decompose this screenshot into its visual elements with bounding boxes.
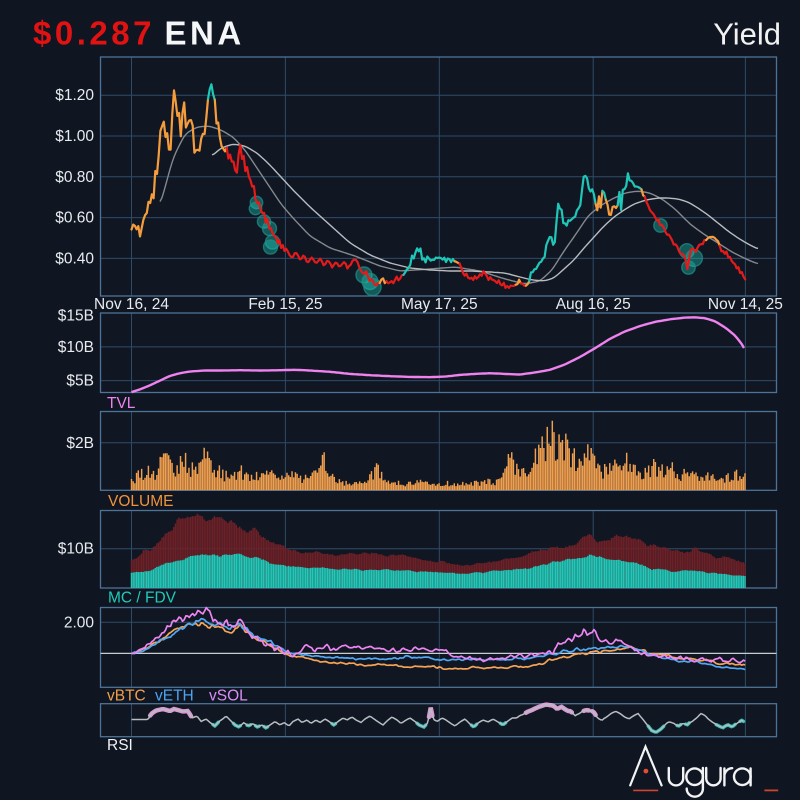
svg-text:$0.60: $0.60 bbox=[55, 210, 94, 227]
svg-text:$1.00: $1.00 bbox=[55, 128, 94, 145]
svg-text:$15B: $15B bbox=[58, 307, 94, 324]
svg-text:vBTC: vBTC bbox=[107, 688, 146, 705]
svg-text:$10B: $10B bbox=[58, 541, 94, 558]
svg-text:$1.20: $1.20 bbox=[55, 87, 94, 104]
svg-text:MC / FDV: MC / FDV bbox=[108, 590, 177, 607]
svg-text:TVL: TVL bbox=[107, 395, 136, 412]
svg-text:RSI: RSI bbox=[107, 737, 133, 754]
svg-text:VOLUME: VOLUME bbox=[108, 493, 173, 510]
svg-text:May 17, 25: May 17, 25 bbox=[401, 296, 478, 313]
svg-text:$0.40: $0.40 bbox=[55, 250, 94, 267]
svg-text:$10B: $10B bbox=[58, 339, 94, 356]
svg-text:2.00: 2.00 bbox=[64, 614, 95, 631]
svg-text:Nov 16, 24: Nov 16, 24 bbox=[94, 296, 169, 313]
svg-text:$0.80: $0.80 bbox=[55, 169, 94, 186]
svg-text:vSOL: vSOL bbox=[209, 688, 248, 705]
svg-text:vETH: vETH bbox=[155, 688, 194, 705]
svg-text:Aug 16, 25: Aug 16, 25 bbox=[556, 296, 631, 313]
svg-text:$0.287: $0.287 bbox=[33, 15, 155, 52]
svg-text:ENA: ENA bbox=[165, 15, 245, 52]
svg-text:Nov 14, 25: Nov 14, 25 bbox=[708, 296, 783, 313]
svg-text:$2B: $2B bbox=[66, 435, 94, 452]
svg-text:$5B: $5B bbox=[66, 373, 94, 390]
svg-text:Yield: Yield bbox=[713, 17, 781, 52]
svg-text:Feb 15, 25: Feb 15, 25 bbox=[248, 296, 322, 313]
